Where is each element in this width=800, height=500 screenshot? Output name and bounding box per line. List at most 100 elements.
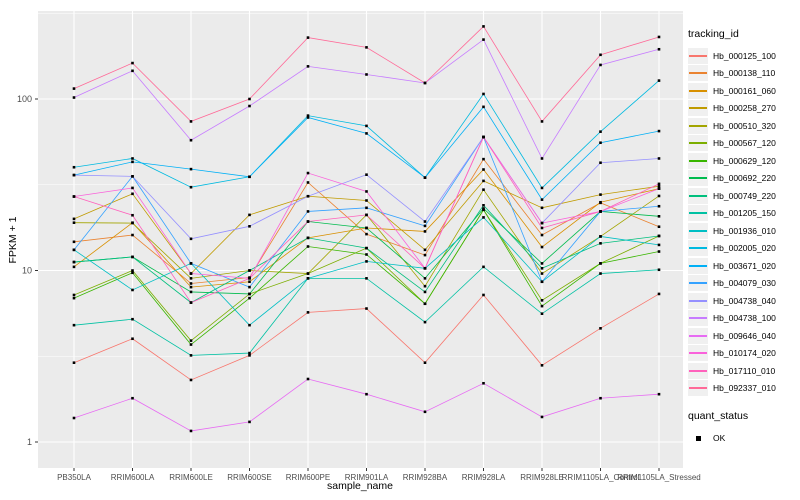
legend-line-icon xyxy=(689,317,707,320)
data-point xyxy=(248,175,251,179)
plot-panel xyxy=(38,11,683,468)
data-point xyxy=(189,285,193,289)
legend-key-swatch xyxy=(688,327,708,344)
data-point xyxy=(72,361,76,364)
svg-text:RRIM928LA: RRIM928LA xyxy=(462,473,506,482)
data-point xyxy=(248,97,251,101)
data-point xyxy=(248,351,251,355)
data-point xyxy=(248,280,251,284)
legend-title-tracking-id: tracking_id xyxy=(688,28,739,40)
svg-text:RRIM1105LA_Control: RRIM1105LA_Control xyxy=(562,473,640,482)
legend-item-Hb_000692_220: Hb_000692_220 xyxy=(688,170,800,188)
legend-line-icon xyxy=(689,387,707,390)
data-point xyxy=(248,296,251,300)
data-point xyxy=(306,194,310,198)
data-point xyxy=(72,195,76,198)
legend-item-Hb_004738_100: Hb_004738_100 xyxy=(688,310,800,328)
data-point xyxy=(189,185,193,189)
data-point xyxy=(365,213,368,217)
legend-item-label: Hb_009646_040 xyxy=(713,330,776,341)
data-points xyxy=(72,25,661,433)
x-tick-labels: PB350LA RRIM600LA RRIM600LE RRIM600SE RRIM60… xyxy=(57,473,701,482)
data-point xyxy=(540,364,544,367)
legend-key-swatch xyxy=(688,222,708,239)
data-point xyxy=(423,410,427,414)
legend-key-swatch xyxy=(688,82,708,99)
data-point xyxy=(657,292,661,296)
data-point xyxy=(365,392,368,396)
data-point xyxy=(365,173,368,176)
data-point xyxy=(72,221,76,224)
legend-item-Hb_001936_010: Hb_001936_010 xyxy=(688,222,800,240)
legend-item-label: Hb_092337_010 xyxy=(713,383,776,394)
data-point xyxy=(189,282,193,285)
legend-item-Hb_000510_320: Hb_000510_320 xyxy=(688,117,800,135)
svg-text:RRIM901LA: RRIM901LA xyxy=(345,473,389,482)
data-point xyxy=(423,224,427,228)
data-point xyxy=(540,233,544,237)
legend-item-Hb_000749_220: Hb_000749_220 xyxy=(688,187,800,205)
data-point xyxy=(423,220,427,223)
svg-text:RRIM600SE: RRIM600SE xyxy=(227,473,271,482)
data-point xyxy=(248,104,251,108)
data-point xyxy=(482,92,485,96)
legend-item-label: Hb_004079_030 xyxy=(713,278,776,289)
data-point xyxy=(657,194,661,198)
svg-text:RRIM1105LA_Stressed: RRIM1105LA_Stressed xyxy=(617,473,700,482)
data-point xyxy=(657,204,661,208)
legend-line-icon xyxy=(689,247,707,250)
data-point xyxy=(306,220,310,223)
data-point xyxy=(131,61,134,65)
data-point xyxy=(599,272,602,275)
legend-item-label: Hb_000138_110 xyxy=(713,68,776,79)
legend-item-label: Hb_004738_040 xyxy=(713,295,776,306)
data-point xyxy=(540,299,544,302)
legend-key-swatch xyxy=(688,135,708,152)
legend-line-icon xyxy=(689,194,707,197)
data-point xyxy=(72,96,76,99)
data-point xyxy=(423,248,427,252)
data-point xyxy=(482,265,485,269)
data-point xyxy=(365,307,368,310)
data-point xyxy=(540,186,544,190)
legend-item-label: Hb_000629_120 xyxy=(713,155,776,166)
data-point xyxy=(189,237,193,241)
legend-line-icon xyxy=(689,89,707,92)
data-point xyxy=(306,236,310,240)
data-point xyxy=(423,284,427,288)
legend-item-label: Hb_003671_020 xyxy=(713,260,776,271)
data-point xyxy=(306,245,310,248)
data-point xyxy=(306,181,310,184)
data-point xyxy=(72,323,76,327)
legend-item-label: Hb_000125_100 xyxy=(713,50,776,61)
data-point xyxy=(540,415,544,419)
data-point xyxy=(72,240,76,244)
data-point xyxy=(599,130,602,133)
data-point xyxy=(72,293,76,297)
data-point xyxy=(365,132,368,135)
legend-line-icon xyxy=(689,159,707,162)
x-axis-title: sample_name xyxy=(327,480,393,492)
legend-key-swatch xyxy=(688,205,708,222)
data-point xyxy=(189,429,193,433)
legend-key-swatch xyxy=(688,380,708,397)
legend-item-Hb_003671_020: Hb_003671_020 xyxy=(688,257,800,275)
svg-text:1: 1 xyxy=(27,437,32,447)
data-point xyxy=(306,210,310,213)
legend-key-swatch xyxy=(688,292,708,309)
data-point xyxy=(657,187,661,190)
data-point xyxy=(72,217,76,221)
legend-item-Hb_000258_270: Hb_000258_270 xyxy=(688,100,800,118)
legend-line-icon xyxy=(689,212,707,215)
legend-line-icon xyxy=(689,177,707,180)
data-point xyxy=(189,272,193,275)
legend-line-icon xyxy=(689,229,707,232)
data-point xyxy=(657,182,661,186)
data-point xyxy=(248,323,251,327)
data-point xyxy=(482,25,485,28)
legend-key-swatch xyxy=(688,170,708,187)
data-point xyxy=(423,176,427,179)
data-point xyxy=(189,339,193,342)
data-point xyxy=(131,157,134,160)
